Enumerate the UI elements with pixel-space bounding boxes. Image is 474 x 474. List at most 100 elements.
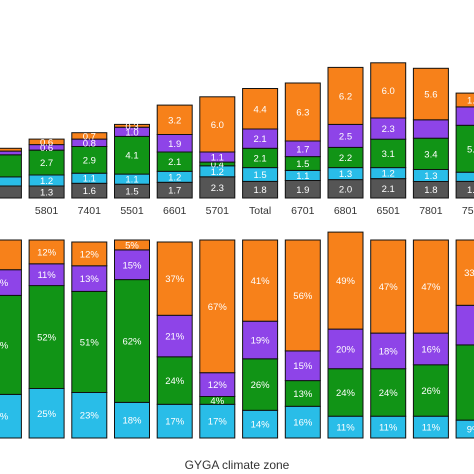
data-label: 1.3 <box>424 171 437 182</box>
data-label: 12% <box>37 247 57 258</box>
data-label: 17% <box>165 417 185 428</box>
data-label: 62% <box>122 337 142 348</box>
data-label: 11% <box>422 423 441 434</box>
data-label: 25% <box>37 409 57 420</box>
data-label: 11% <box>37 270 56 281</box>
data-label: 1.8 <box>253 185 266 196</box>
data-label: 0.6 <box>40 143 53 154</box>
bar-segment <box>0 176 22 187</box>
data-label: 13% <box>80 274 100 285</box>
data-label: 37% <box>165 274 185 285</box>
bar-segment <box>156 314 193 358</box>
bar-segment <box>412 239 449 334</box>
data-label: 6.2 <box>339 91 352 102</box>
bar-segment <box>370 239 407 334</box>
x-tick-label: 6501 <box>377 205 401 217</box>
bar-segment <box>0 239 22 271</box>
data-label: 1.3 <box>40 188 53 199</box>
data-label: 1.2 <box>168 172 181 183</box>
bar-segment <box>284 82 321 142</box>
x-tick-label: 7401 <box>78 205 102 217</box>
bar-segment <box>71 241 108 267</box>
data-label: 13% <box>293 389 313 400</box>
bar-segment <box>327 66 364 125</box>
x-tick-label: 5801 <box>35 205 59 217</box>
data-label: 56% <box>293 291 313 302</box>
bar-segment <box>370 62 407 119</box>
bar-segment <box>242 358 279 411</box>
bar-segment <box>370 332 407 370</box>
data-label: 1.2 <box>382 169 395 180</box>
data-label: 1.8 <box>467 185 474 196</box>
data-label: 1.6 <box>83 186 96 197</box>
x-tick-label: 7801 <box>419 205 443 217</box>
bar-segment <box>114 239 150 251</box>
x-tick-label: 5701 <box>206 205 230 217</box>
data-label: 41% <box>251 276 271 287</box>
data-label: 2.1 <box>382 184 395 195</box>
bar-segment <box>455 106 474 126</box>
data-label: 4.1 <box>125 151 138 162</box>
bar-segment <box>71 291 108 393</box>
bar-segment <box>0 185 22 199</box>
data-label: 1.5 <box>296 159 309 170</box>
x-tick-label: 6801 <box>334 205 358 217</box>
data-label: 1.9 <box>296 185 309 196</box>
data-label: 11% <box>336 423 355 434</box>
data-label: 6.0 <box>211 120 224 131</box>
data-label: 24% <box>165 376 185 387</box>
data-label: 9% <box>467 425 474 436</box>
data-label: % <box>0 412 9 423</box>
data-label: 2.9 <box>83 155 96 166</box>
data-label: 20% <box>336 344 356 355</box>
bar-segment <box>0 150 22 156</box>
bar-segment <box>0 147 22 152</box>
x-tick-label: 6701 <box>291 205 315 217</box>
data-label: 3.2 <box>168 115 181 126</box>
bar-segment <box>284 239 321 352</box>
bar-segment <box>114 249 150 281</box>
bar-segment <box>242 239 279 322</box>
data-label: 2.1 <box>253 134 266 145</box>
data-label: 24% <box>336 388 356 399</box>
data-label: 2.3 <box>382 124 395 135</box>
data-label: 51% <box>80 338 100 349</box>
x-axis-title: GYGA climate zone <box>185 458 290 472</box>
bar-segment <box>28 285 65 389</box>
data-label: 18% <box>122 416 142 427</box>
bar-segment <box>242 88 279 130</box>
data-label: 1.7 <box>168 186 181 197</box>
data-label: 52% <box>37 333 57 344</box>
data-label: 1.5 <box>125 187 138 198</box>
bottom-percent-bar-chart: %%% 25% 52% 11% 12% 23% 51% 13% 12% 18% 62% 15% 5% 17… <box>0 231 474 439</box>
data-label: 2.1 <box>253 154 266 165</box>
x-tick-label: Total <box>249 205 271 217</box>
data-label: 19% <box>251 336 271 347</box>
bar-segment <box>327 231 364 330</box>
data-label: 12% <box>80 249 100 260</box>
data-label: 21% <box>165 332 185 343</box>
bar-segment <box>114 135 150 175</box>
bar-segment <box>412 119 449 139</box>
data-label: 0.7 <box>83 131 96 142</box>
data-label: 1.9 <box>168 139 181 150</box>
data-label: 23% <box>80 411 100 422</box>
bar-segment <box>199 96 236 153</box>
data-label: 1.2 <box>211 167 224 178</box>
bar-segment <box>412 332 449 366</box>
bar-segment <box>370 368 407 417</box>
bar-segment <box>455 344 474 421</box>
data-label: 26% <box>251 380 271 391</box>
data-label: 2.1 <box>168 157 181 168</box>
data-label: 2.0 <box>339 184 352 195</box>
data-label: 5% <box>125 241 139 252</box>
data-label: 15% <box>293 361 313 372</box>
data-label: 6.3 <box>296 108 309 119</box>
data-label: 1.2 <box>40 176 53 187</box>
bar-segment <box>71 265 108 292</box>
data-label: 1.1 <box>211 153 224 164</box>
data-label: 67% <box>208 302 228 313</box>
bar-segment <box>71 132 108 140</box>
data-label: % <box>0 278 9 289</box>
data-label: 1.7 <box>296 144 309 155</box>
